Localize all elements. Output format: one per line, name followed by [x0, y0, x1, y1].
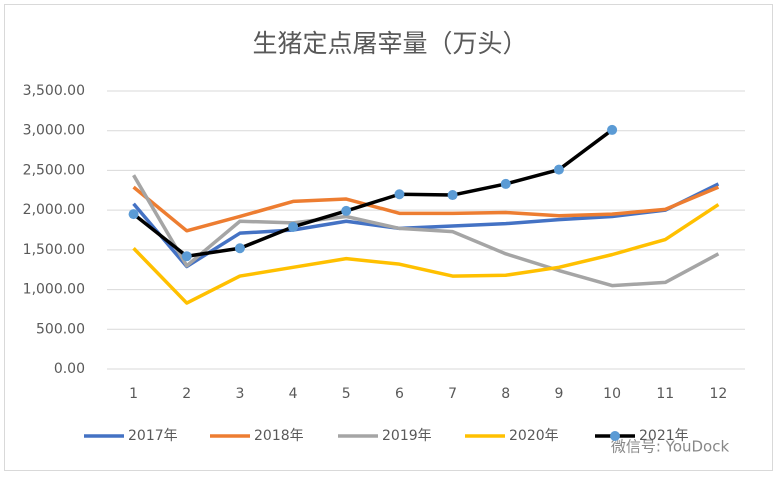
series-line: [132, 182, 720, 269]
x-tick-label: 10: [603, 386, 621, 402]
marker: [234, 243, 245, 254]
x-tick-label: 9: [554, 386, 563, 402]
x-tick-label: 8: [501, 386, 510, 402]
series-line: [132, 128, 614, 258]
marker: [128, 209, 139, 220]
marker: [181, 251, 192, 262]
x-tick-label: 7: [448, 386, 457, 402]
legend-marker: [610, 431, 620, 441]
series-line: [132, 174, 720, 288]
legend-label: 2021年: [639, 428, 689, 444]
marker: [341, 205, 352, 216]
y-tick-label: 1,000.00: [23, 282, 85, 298]
x-tick-label: 5: [342, 386, 351, 402]
y-tick-label: 2,500.00: [23, 162, 85, 178]
chart-frame: [4, 4, 773, 471]
marker: [394, 189, 405, 200]
chart-title: 生猪定点屠宰量（万头）: [252, 29, 527, 58]
y-tick-label: 0.00: [54, 361, 85, 377]
x-tick-label: 4: [289, 386, 298, 402]
legend-label: 2020年: [509, 428, 559, 444]
y-tick-label: 3,500.00: [23, 83, 85, 99]
x-tick-label: 2: [182, 386, 191, 402]
legend-label: 2017年: [128, 428, 178, 444]
y-tick-label: 3,000.00: [23, 123, 85, 139]
marker: [553, 164, 564, 175]
y-tick-label: 2,000.00: [23, 202, 85, 218]
y-tick-label: 1,500.00: [23, 242, 85, 258]
marker: [607, 124, 618, 135]
series-line: [132, 203, 720, 305]
marker: [288, 221, 299, 232]
x-tick-label: 1: [129, 386, 138, 402]
marker: [500, 178, 511, 189]
legend-label: 2019年: [382, 428, 432, 444]
x-tick-label: 6: [395, 386, 404, 402]
watermark: 微信号: YouDock: [611, 438, 730, 456]
x-tick-label: 11: [656, 386, 674, 402]
marker: [447, 190, 458, 201]
x-tick-label: 12: [710, 386, 728, 402]
legend-label: 2018年: [254, 428, 304, 444]
y-tick-label: 500.00: [36, 321, 85, 337]
series-line: [132, 185, 720, 233]
x-tick-label: 3: [235, 386, 244, 402]
